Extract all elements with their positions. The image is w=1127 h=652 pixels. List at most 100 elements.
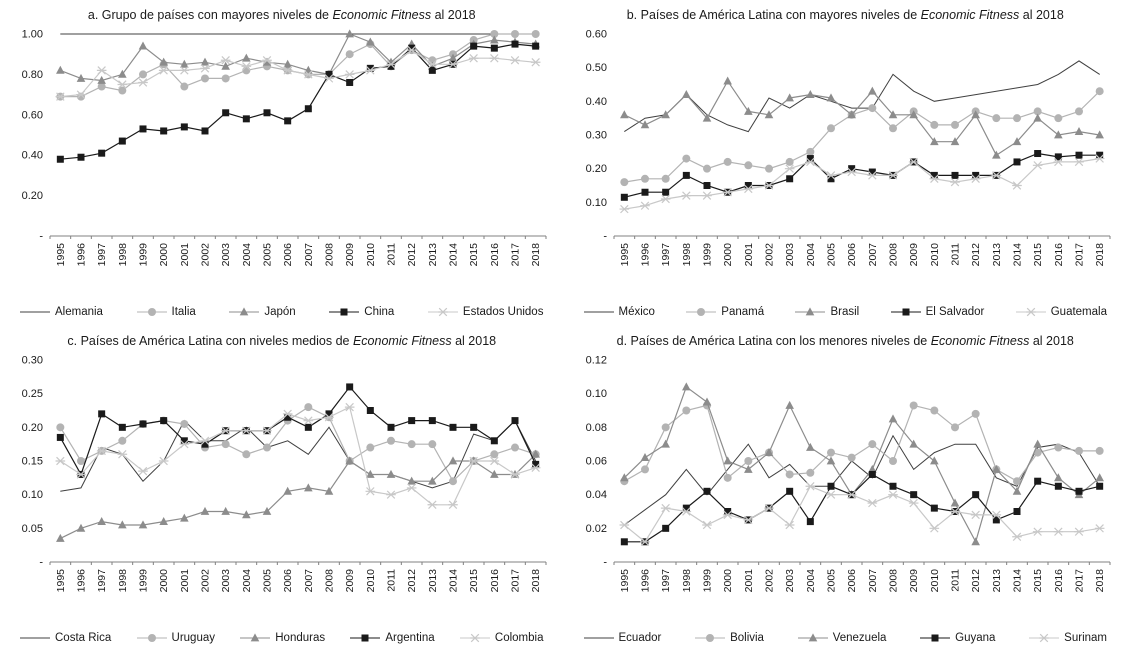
svg-text:1999: 1999 [138, 569, 150, 593]
svg-text:2005: 2005 [825, 569, 837, 593]
svg-text:2000: 2000 [722, 569, 734, 593]
svg-text:0.60: 0.60 [585, 29, 606, 41]
svg-text:0.20: 0.20 [22, 422, 43, 434]
svg-text:2016: 2016 [489, 243, 501, 267]
plot-area-c: 0.30 0.25 0.20 0.15 0.10 0.05-1995 1996 1997 199… [8, 352, 556, 603]
svg-text:2011: 2011 [949, 243, 961, 266]
legend-label: Brasil [830, 306, 860, 318]
svg-text:2003: 2003 [784, 569, 796, 593]
svg-text:0.06: 0.06 [585, 456, 606, 468]
legend-swatch-none [583, 637, 614, 639]
chart-svg-b: 0.600.500.400.300.200.10-1995 1996 1997 199… [585, 29, 1110, 267]
svg-text:2018: 2018 [1094, 243, 1106, 267]
svg-text:2014: 2014 [1011, 569, 1023, 593]
legend-label: Surinam [1064, 632, 1107, 644]
legend-swatch-triangle [795, 307, 826, 316]
legend-swatch-square [329, 308, 360, 316]
legend-label: Bolivia [730, 632, 764, 644]
svg-text:0.25: 0.25 [22, 388, 43, 400]
svg-text:1998: 1998 [117, 569, 129, 593]
svg-text:2004: 2004 [241, 243, 253, 267]
x-axis [613, 561, 1110, 565]
title-italic: Economic Fitness [930, 334, 1030, 348]
svg-text:2015: 2015 [1032, 243, 1044, 267]
svg-text:2015: 2015 [468, 243, 480, 267]
legend-label: Honduras [275, 632, 326, 644]
legend-item-honduras: Honduras [240, 632, 325, 644]
legend-item-brasil: Brasil [795, 306, 859, 318]
svg-text:1999: 1999 [701, 243, 713, 267]
svg-text:2013: 2013 [427, 243, 439, 267]
series-venezuela [619, 382, 1104, 546]
series-china [56, 40, 540, 163]
series-ecuador [623, 434, 1100, 526]
legend-swatch-x [1029, 633, 1060, 643]
svg-text:0.80: 0.80 [22, 69, 43, 81]
legend-item-surinam: Surinam [1029, 632, 1107, 644]
svg-text:2002: 2002 [200, 243, 212, 267]
svg-text:2006: 2006 [282, 569, 294, 593]
svg-text:2016: 2016 [1052, 243, 1064, 267]
legend-d: Ecuador Bolivia Venezuela Guyana Surinam [572, 632, 1120, 644]
legend-label: Colombia [494, 632, 544, 644]
legend-item-japon: Japón [229, 306, 296, 318]
svg-text:-: - [39, 231, 43, 243]
svg-text:2000: 2000 [158, 569, 170, 593]
svg-text:1997: 1997 [660, 569, 672, 593]
title-text: al 2018 [451, 334, 497, 348]
svg-text:1995: 1995 [618, 569, 630, 593]
svg-text:1995: 1995 [618, 243, 630, 267]
x-axis [613, 235, 1110, 239]
x-tick-labels: 1995 1996 1997 1998 1999 2000 2001 2002 2003 2004… [55, 243, 542, 267]
svg-text:2000: 2000 [158, 243, 170, 267]
svg-text:2016: 2016 [489, 569, 501, 593]
svg-text:2010: 2010 [365, 243, 377, 267]
plot-area-d: 0.12 0.10 0.08 0.06 0.04 0.02-1995 1996 1997 199… [572, 352, 1120, 603]
legend-item-colombia: Colombia [459, 632, 544, 644]
legend-swatch-square [920, 634, 951, 642]
legend-c: Costa Rica Uruguay Honduras Argentina Colomb… [8, 632, 556, 644]
svg-text:2008: 2008 [324, 243, 336, 267]
svg-text:2010: 2010 [365, 569, 377, 593]
svg-text:0.05: 0.05 [22, 523, 43, 535]
svg-text:2012: 2012 [406, 243, 418, 267]
legend-swatch-square [890, 308, 921, 316]
svg-text:2002: 2002 [200, 569, 212, 593]
legend-swatch-x [427, 307, 458, 317]
svg-text:2017: 2017 [510, 243, 522, 267]
svg-text:1998: 1998 [680, 243, 692, 267]
legend-item-uruguay: Uruguay [136, 632, 215, 644]
title-text: al 2018 [1029, 334, 1074, 348]
chart-panel-b: b. Países de América Latina con mayores … [564, 0, 1127, 326]
svg-text:2006: 2006 [846, 569, 858, 593]
svg-text:2006: 2006 [282, 243, 294, 267]
svg-text:0.12: 0.12 [585, 355, 606, 367]
chart-title-a: a. Grupo de países con mayores niveles d… [8, 8, 556, 22]
svg-text:0.30: 0.30 [585, 130, 606, 142]
svg-text:0.15: 0.15 [22, 456, 43, 468]
svg-text:1997: 1997 [96, 243, 108, 267]
svg-text:2012: 2012 [970, 243, 982, 267]
svg-text:2014: 2014 [448, 243, 460, 267]
svg-text:0.02: 0.02 [585, 523, 606, 535]
legend-item-ecuador: Ecuador [583, 632, 661, 644]
legend-item-bolivia: Bolivia [695, 632, 764, 644]
series-uruguay [56, 403, 540, 486]
svg-text:2001: 2001 [742, 243, 754, 267]
chart-panel-a: a. Grupo de países con mayores niveles d… [0, 0, 564, 326]
legend-label: México [618, 306, 655, 318]
title-italic: Economic Fitness [920, 8, 1020, 22]
svg-text:2018: 2018 [530, 243, 542, 267]
legend-swatch-circle [136, 308, 167, 316]
legend-item-venezuela: Venezuela [797, 632, 886, 644]
legend-label: Guyana [955, 632, 996, 644]
legend-label: Costa Rica [55, 632, 112, 644]
svg-text:2010: 2010 [928, 569, 940, 593]
legend-label: Estados Unidos [462, 306, 544, 318]
svg-text:1998: 1998 [117, 243, 129, 267]
svg-text:0.10: 0.10 [585, 197, 606, 209]
svg-text:2003: 2003 [784, 243, 796, 267]
legend-swatch-triangle [229, 307, 260, 316]
svg-text:1996: 1996 [76, 243, 88, 267]
svg-text:2011: 2011 [949, 569, 961, 592]
